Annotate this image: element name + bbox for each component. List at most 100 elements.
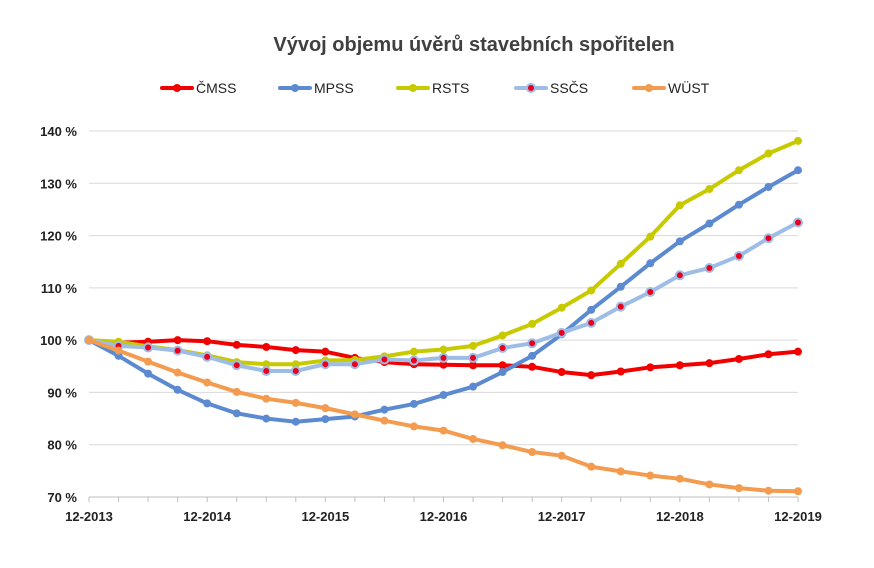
data-point xyxy=(232,340,241,349)
data-point xyxy=(734,200,743,209)
data-point xyxy=(409,422,418,431)
data-point xyxy=(615,301,626,312)
data-point xyxy=(616,367,625,376)
y-tick-label: 80 % xyxy=(47,438,77,453)
data-point xyxy=(528,319,537,328)
series-lines xyxy=(84,136,803,496)
data-point xyxy=(144,357,153,366)
data-point xyxy=(587,462,596,471)
legend-label: SSČS xyxy=(550,80,588,96)
data-point xyxy=(705,359,714,368)
data-point xyxy=(350,410,359,419)
series-line xyxy=(87,138,800,367)
data-point xyxy=(705,480,714,489)
legend-item: SSČS xyxy=(514,80,588,96)
data-point xyxy=(734,166,743,175)
data-point xyxy=(763,233,774,244)
data-point xyxy=(469,382,478,391)
data-point xyxy=(143,342,154,353)
x-tick-label: 12-2018 xyxy=(656,509,704,524)
data-point xyxy=(408,355,419,366)
data-point xyxy=(764,182,773,191)
data-point xyxy=(794,347,802,356)
x-tick-label: 12-2017 xyxy=(538,509,586,524)
data-point xyxy=(646,471,655,480)
data-point xyxy=(202,351,213,362)
data-point xyxy=(439,360,448,369)
series-line xyxy=(87,168,800,424)
legend-swatch-marker xyxy=(526,83,536,93)
legend-label: MPSS xyxy=(314,80,354,96)
data-point xyxy=(616,259,625,268)
legend-label: ČMSS xyxy=(196,80,236,96)
data-point xyxy=(321,404,330,413)
data-point xyxy=(794,487,802,496)
x-tick-label: 12-2015 xyxy=(301,509,349,524)
legend-label: WÜST xyxy=(668,79,710,96)
data-point xyxy=(704,262,715,273)
data-point xyxy=(203,337,212,346)
y-tick-label: 130 % xyxy=(40,176,77,191)
data-point xyxy=(203,399,212,408)
data-point xyxy=(380,405,389,414)
data-point xyxy=(469,361,478,370)
data-point xyxy=(645,287,656,298)
data-point xyxy=(262,394,271,403)
data-point xyxy=(557,368,566,377)
data-point xyxy=(261,365,272,376)
data-point xyxy=(85,336,93,345)
data-point xyxy=(262,360,271,369)
data-point xyxy=(675,237,684,246)
data-point xyxy=(733,250,744,261)
y-tick-label: 120 % xyxy=(40,229,77,244)
data-point xyxy=(380,416,389,425)
data-point xyxy=(409,399,418,408)
y-tick-label: 140 % xyxy=(40,124,77,139)
data-point xyxy=(498,331,507,340)
data-point xyxy=(794,136,802,145)
data-point xyxy=(587,305,596,314)
data-point xyxy=(528,362,537,371)
data-point xyxy=(528,351,537,360)
y-tick-label: 70 % xyxy=(47,490,77,505)
data-point xyxy=(794,166,802,175)
data-point xyxy=(291,398,300,407)
legend-item: WÜST xyxy=(632,79,710,96)
data-point xyxy=(498,441,507,450)
x-tick-label: 12-2019 xyxy=(774,509,822,524)
data-point xyxy=(764,350,773,359)
data-point xyxy=(173,385,182,394)
data-point xyxy=(587,371,596,380)
data-point xyxy=(705,185,714,194)
series-WÜST xyxy=(85,336,802,496)
data-point xyxy=(587,286,596,295)
data-point xyxy=(469,341,478,350)
data-point xyxy=(409,347,418,356)
y-tick-label: 100 % xyxy=(40,333,77,348)
data-point xyxy=(438,352,449,363)
data-point xyxy=(646,232,655,241)
data-point xyxy=(232,409,241,418)
series-MPSS xyxy=(85,166,802,426)
data-point xyxy=(734,354,743,363)
x-tick-label: 12-2016 xyxy=(420,509,468,524)
data-point xyxy=(144,369,153,378)
data-point xyxy=(616,282,625,291)
data-point xyxy=(556,327,567,338)
data-point xyxy=(468,352,479,363)
data-point xyxy=(321,415,330,424)
chart-title: Vývoj objemu úvěrů stavebních spořitelen xyxy=(273,34,674,56)
data-point xyxy=(232,387,241,396)
data-point xyxy=(439,391,448,400)
data-point xyxy=(262,414,271,423)
data-point xyxy=(675,474,684,483)
y-tick-label: 110 % xyxy=(41,281,78,296)
data-point xyxy=(320,359,331,370)
data-point xyxy=(646,259,655,268)
data-point xyxy=(527,338,538,349)
x-tick-label: 12-2014 xyxy=(183,509,231,524)
legend-swatch-marker xyxy=(645,84,653,92)
y-tick-label: 90 % xyxy=(47,385,77,400)
data-point xyxy=(291,360,300,369)
